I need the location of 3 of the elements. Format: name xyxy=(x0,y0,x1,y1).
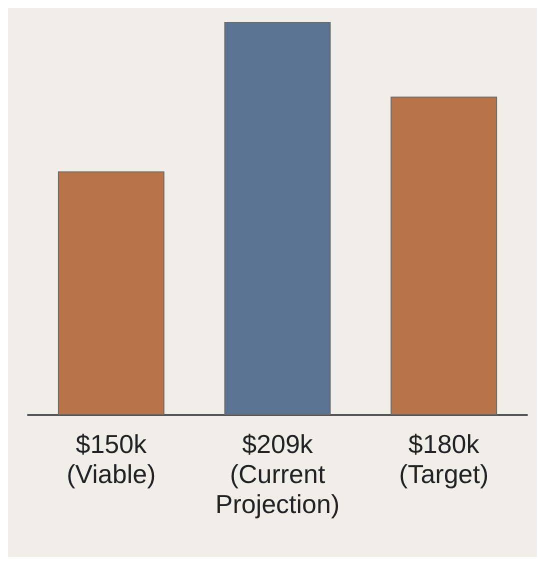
x-tick-label: $209k (Current Projection) xyxy=(215,429,340,519)
x-tick-label: $150k (Viable) xyxy=(66,429,156,489)
x-tick-label: $180k (Target) xyxy=(399,429,489,489)
